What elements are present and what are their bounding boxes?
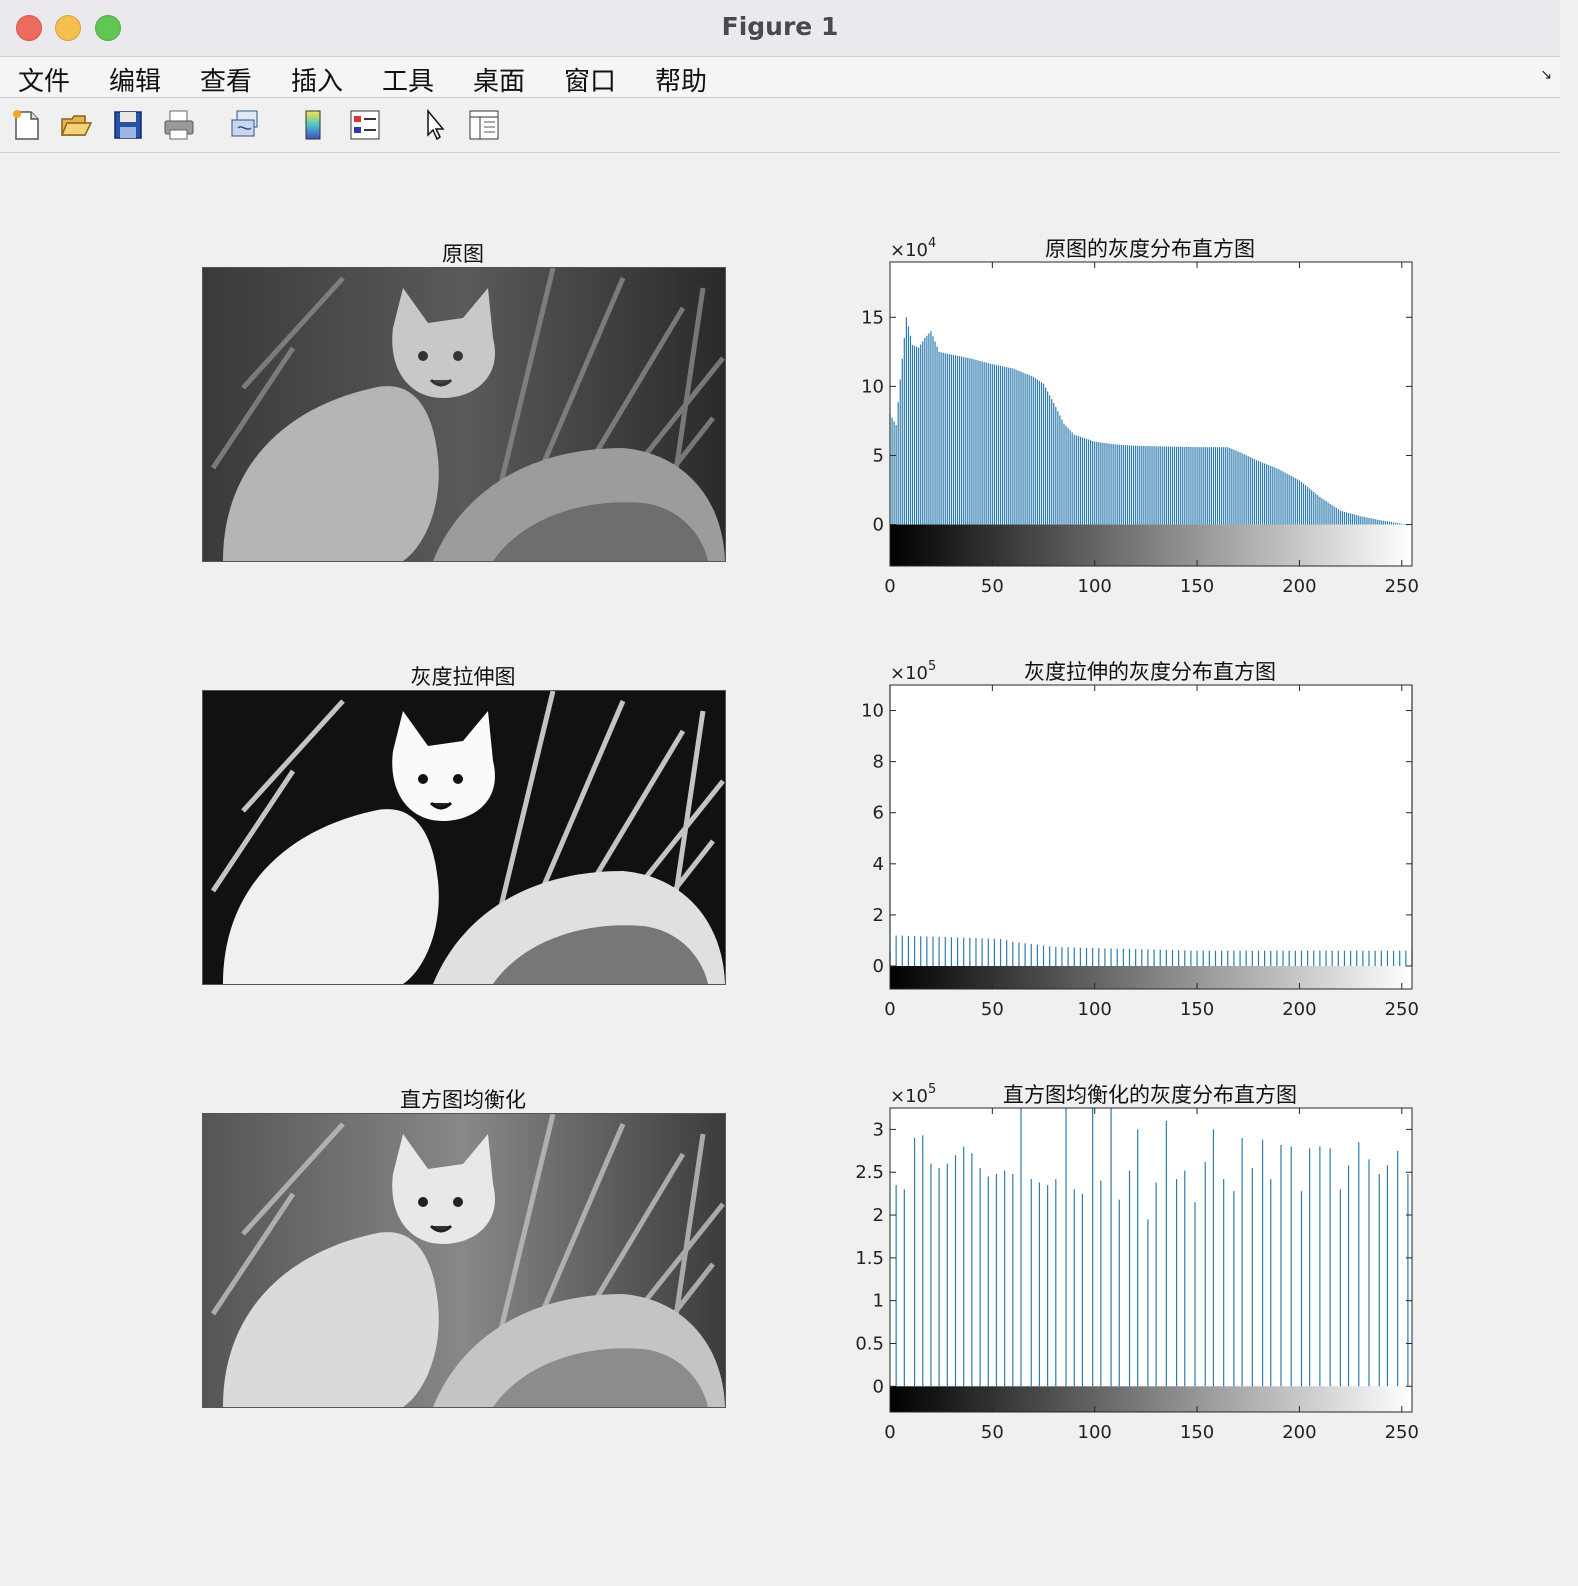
y-tick-label-2: 4: [873, 854, 884, 875]
dock-figure-icon[interactable]: ↘: [1540, 67, 1552, 83]
menu-desktop[interactable]: 桌面: [473, 67, 526, 97]
new-figure-icon[interactable]: [10, 108, 44, 142]
open-file-icon[interactable]: [59, 108, 93, 142]
title-bar: Figure 1: [0, 0, 1560, 57]
cat-photo-equalized: [203, 1114, 725, 1407]
y-exponent-label: ×105: [890, 659, 936, 684]
histogram-bars: [889, 317, 1411, 525]
window-title: Figure 1: [721, 12, 839, 41]
legend-icon[interactable]: [348, 108, 382, 142]
gray-colorbar: [890, 1386, 1412, 1412]
axes-background: [890, 1108, 1412, 1412]
x-tick-label-2: 100: [1078, 1422, 1112, 1443]
y-tick-label-3: 6: [873, 803, 884, 824]
y-tick-label-4: 2: [873, 1205, 884, 1226]
menu-edit[interactable]: 编辑: [109, 67, 162, 97]
histogram-svg: 0 50 100 150 200 250 0 2 4 6 8 10 ×105: [861, 659, 1419, 1020]
y-tick-label-0: 0: [873, 515, 884, 536]
figure-canvas: 原图 灰度拉伸图: [0, 153, 1560, 1568]
image-stretched: [202, 690, 726, 985]
axes-box: [889, 1107, 1413, 1413]
x-tick-label-3: 150: [1180, 999, 1214, 1020]
menu-file[interactable]: 文件: [18, 67, 71, 97]
histogram-stretched: 0 50 100 150 200 250 0 2 4 6 8 10 ×105: [840, 658, 1440, 1028]
property-inspector-icon[interactable]: [467, 108, 501, 142]
image-title-equalized: 直方图均衡化: [400, 1088, 526, 1112]
y-tick-label-4: 8: [873, 752, 884, 773]
y-tick-label-5: 10: [861, 701, 884, 722]
x-tick-label-3: 150: [1180, 1422, 1214, 1443]
y-tick-label-3: 1.5: [855, 1248, 884, 1269]
histogram-title-stretched: 灰度拉伸的灰度分布直方图: [1024, 660, 1276, 684]
x-tick-label-2: 100: [1078, 999, 1112, 1020]
histogram-title-equalized: 直方图均衡化的灰度分布直方图: [1003, 1083, 1297, 1107]
x-tick-label-1: 50: [981, 999, 1004, 1020]
x-tick-label-5: 250: [1385, 999, 1419, 1020]
toolbar: [0, 98, 1560, 153]
menu-insert[interactable]: 插入: [291, 67, 344, 97]
colorbar-icon[interactable]: [297, 108, 331, 142]
maximize-window-button[interactable]: [95, 15, 121, 41]
y-tick-label-5: 2.5: [855, 1162, 884, 1183]
histogram-svg: 0 50 100 150 200 250 0 0.5 1 1.5 2 2.5 3 ×105: [855, 1082, 1419, 1443]
x-tick-label-2: 100: [1078, 576, 1112, 597]
y-tick-label-0: 0: [873, 956, 884, 977]
menu-view[interactable]: 查看: [200, 67, 253, 97]
axes-box: [889, 261, 1413, 567]
link-icon[interactable]: [229, 108, 263, 142]
x-tick-label-1: 50: [981, 1422, 1004, 1443]
pointer-icon[interactable]: [418, 108, 452, 142]
histogram-original: 0 50 100 150 200 250 0 5 10 15 ×104: [840, 235, 1440, 605]
axes-background: [890, 262, 1412, 566]
histogram-bars: [895, 1108, 1409, 1387]
y-exponent-label: ×104: [890, 236, 936, 261]
image-title-original: 原图: [442, 242, 484, 266]
y-exponent-label: ×105: [890, 1082, 936, 1107]
histogram-title-original: 原图的灰度分布直方图: [1045, 237, 1255, 261]
image-original: [202, 267, 726, 562]
axes-box: [889, 684, 1413, 990]
y-tick-label-6: 3: [873, 1119, 884, 1140]
x-tick-label-0: 0: [884, 1422, 895, 1443]
x-tick-label-4: 200: [1282, 576, 1316, 597]
x-tick-label-4: 200: [1282, 999, 1316, 1020]
minimize-window-button[interactable]: [55, 15, 81, 41]
x-tick-label-3: 150: [1180, 576, 1214, 597]
print-icon[interactable]: [162, 108, 196, 142]
x-tick-label-0: 0: [884, 999, 895, 1020]
menu-window[interactable]: 窗口: [564, 67, 617, 97]
x-tick-label-1: 50: [981, 576, 1004, 597]
close-window-button[interactable]: [16, 15, 42, 41]
menu-bar: 文件 编辑 查看 插入 工具 桌面 窗口 帮助 ↘: [0, 57, 1560, 98]
y-tick-label-0: 0: [873, 1376, 884, 1397]
image-title-stretched: 灰度拉伸图: [410, 665, 516, 689]
y-tick-label-2: 10: [861, 376, 884, 397]
y-tick-label-2: 1: [873, 1291, 884, 1312]
cat-photo-stretched: [203, 691, 725, 984]
menu-help[interactable]: 帮助: [655, 67, 708, 97]
histogram-svg: 0 50 100 150 200 250 0 5 10 15 ×104: [861, 236, 1419, 597]
x-tick-label-5: 250: [1385, 1422, 1419, 1443]
save-icon[interactable]: [111, 108, 145, 142]
axes-background: [890, 685, 1412, 989]
gray-colorbar: [890, 524, 1412, 566]
menu-tools[interactable]: 工具: [382, 67, 435, 97]
x-tick-label-5: 250: [1385, 576, 1419, 597]
y-tick-label-1: 5: [873, 445, 884, 466]
figure-window: Figure 1 文件 编辑 查看 插入 工具 桌面 窗口 帮助 ↘: [0, 0, 1560, 1568]
x-tick-label-4: 200: [1282, 1422, 1316, 1443]
y-tick-label-1: 0.5: [855, 1333, 884, 1354]
y-tick-label-3: 15: [861, 307, 884, 328]
x-tick-label-0: 0: [884, 576, 895, 597]
image-equalized: [202, 1113, 726, 1408]
gray-colorbar: [890, 966, 1412, 989]
cat-photo-original: [203, 268, 725, 561]
y-tick-label-1: 2: [873, 905, 884, 926]
histogram-equalized: 0 50 100 150 200 250 0 0.5 1 1.5 2 2.5 3 ×105: [840, 1081, 1440, 1451]
